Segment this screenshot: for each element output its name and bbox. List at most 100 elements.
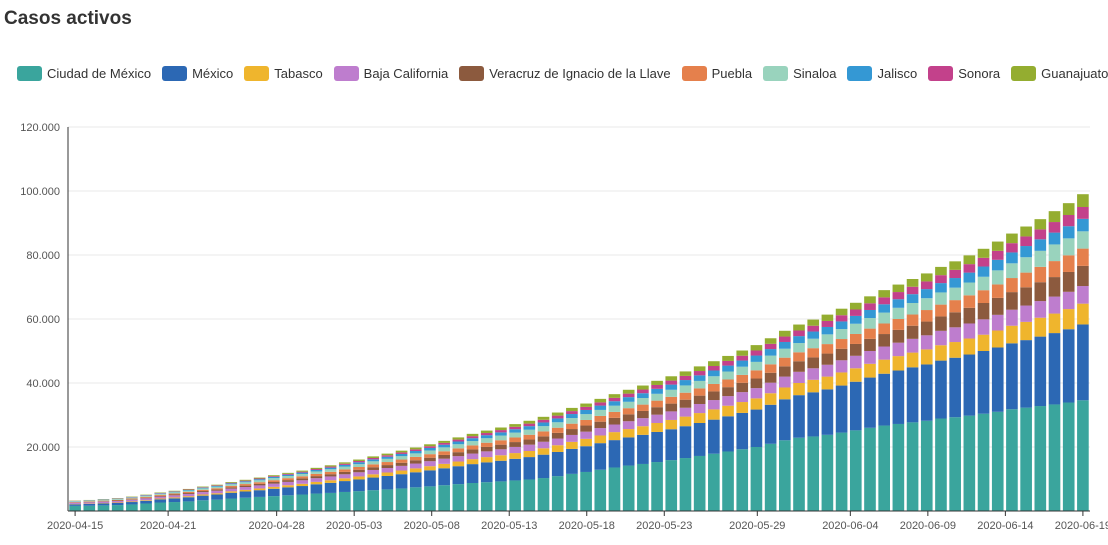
bar-segment-guanajuato[interactable] [367, 456, 379, 458]
bar-segment-ciudad-de-mexico[interactable] [551, 476, 564, 511]
bar-segment-guanajuato[interactable] [211, 484, 223, 486]
bar-segment-tabasco[interactable] [551, 445, 564, 452]
bar-segment-tabasco[interactable] [197, 494, 209, 496]
bar-segment-ciudad-de-mexico[interactable] [779, 440, 791, 511]
bar-segment-ciudad-de-mexico[interactable] [480, 482, 493, 511]
bar-segment-sonora[interactable] [779, 336, 791, 342]
bar-segment-ciudad-de-mexico[interactable] [1048, 404, 1061, 511]
bar-segment-jalisco[interactable] [466, 438, 479, 442]
bar-segment-ciudad-de-mexico[interactable] [239, 497, 252, 511]
bar-segment-sonora[interactable] [409, 449, 422, 451]
bar-segment-baja-california[interactable] [69, 502, 81, 504]
bar-segment-baja-california[interactable] [665, 411, 678, 420]
bar-segment-ciudad-de-mexico[interactable] [807, 436, 820, 511]
bar-segment-tabasco[interactable] [381, 472, 394, 476]
bar-segment-jalisco[interactable] [268, 476, 280, 479]
bar-segment-veracruz-de-ignacio-de-la-llave[interactable] [296, 478, 309, 481]
bar-segment-baja-california[interactable] [211, 490, 223, 494]
bar-segment-guanajuato[interactable] [949, 261, 961, 270]
bar-segment-baja-california[interactable] [480, 451, 493, 458]
bar-segment-puebla[interactable] [1034, 266, 1047, 283]
bar-segment-tabasco[interactable] [693, 413, 706, 423]
bar-segment-mexico[interactable] [722, 416, 734, 452]
bar-segment-puebla[interactable] [353, 467, 365, 470]
bar-segment-tabasco[interactable] [651, 423, 663, 432]
bar-segment-sinaloa[interactable] [963, 282, 976, 296]
bar-segment-veracruz-de-ignacio-de-la-llave[interactable] [509, 442, 521, 447]
bar-segment-guanajuato[interactable] [509, 424, 521, 427]
bar-segment-baja-california[interactable] [608, 424, 621, 433]
bar-segment-mexico[interactable] [353, 479, 365, 492]
bar-segment-guanajuato[interactable] [381, 453, 394, 456]
bar-segment-sinaloa[interactable] [608, 405, 621, 412]
bar-segment-mexico[interactable] [793, 395, 805, 438]
bar-segment-jalisco[interactable] [807, 331, 820, 339]
bar-segment-jalisco[interactable] [892, 299, 905, 308]
bar-segment-jalisco[interactable] [253, 479, 266, 481]
bar-segment-sonora[interactable] [665, 380, 678, 385]
bar-segment-baja-california[interactable] [892, 342, 905, 357]
bar-segment-ciudad-de-mexico[interactable] [1020, 407, 1032, 511]
bar-segment-guanajuato[interactable] [495, 427, 507, 431]
bar-segment-puebla[interactable] [892, 319, 905, 330]
bar-segment-veracruz-de-ignacio-de-la-llave[interactable] [154, 495, 167, 497]
bar-segment-sinaloa[interactable] [580, 414, 592, 420]
bar-segment-mexico[interactable] [1006, 343, 1018, 410]
bar-segment-sinaloa[interactable] [1077, 231, 1089, 249]
bar-segment-sinaloa[interactable] [395, 456, 408, 460]
bar-segment-puebla[interactable] [935, 304, 947, 317]
bar-segment-sinaloa[interactable] [197, 488, 209, 490]
bar-segment-mexico[interactable] [495, 460, 507, 482]
bar-segment-sonora[interactable] [367, 457, 379, 460]
bar-segment-ciudad-de-mexico[interactable] [722, 451, 734, 511]
bar-segment-baja-california[interactable] [409, 463, 422, 469]
bar-segment-puebla[interactable] [97, 500, 110, 502]
bar-segment-ciudad-de-mexico[interactable] [594, 469, 607, 511]
bar-segment-tabasco[interactable] [268, 486, 280, 489]
legend-item-jalisco[interactable]: Jalisco [847, 66, 917, 81]
bar-segment-guanajuato[interactable] [551, 412, 564, 416]
bar-segment-veracruz-de-ignacio-de-la-llave[interactable] [424, 457, 436, 462]
bar-segment-puebla[interactable] [324, 471, 337, 475]
bar-segment-jalisco[interactable] [1006, 252, 1018, 264]
bar-segment-baja-california[interactable] [793, 371, 805, 383]
bar-segment-ciudad-de-mexico[interactable] [83, 505, 96, 511]
bar-segment-tabasco[interactable] [509, 453, 521, 459]
bar-segment-puebla[interactable] [126, 498, 138, 500]
bar-segment-baja-california[interactable] [679, 407, 692, 417]
bar-segment-guanajuato[interactable] [835, 308, 848, 316]
bar-segment-puebla[interactable] [821, 344, 834, 354]
bar-segment-veracruz-de-ignacio-de-la-llave[interactable] [750, 378, 763, 389]
bar-segment-puebla[interactable] [878, 323, 890, 335]
bar-segment-mexico[interactable] [906, 367, 919, 423]
bar-segment-veracruz-de-ignacio-de-la-llave[interactable] [779, 366, 791, 377]
bar-segment-baja-california[interactable] [821, 364, 834, 377]
bar-segment-puebla[interactable] [480, 442, 493, 447]
bar-segment-puebla[interactable] [580, 419, 592, 426]
bar-segment-baja-california[interactable] [693, 403, 706, 414]
bar-segment-sinaloa[interactable] [892, 307, 905, 319]
bar-segment-ciudad-de-mexico[interactable] [253, 496, 266, 511]
bar-segment-sonora[interactable] [764, 343, 777, 350]
bar-segment-ciudad-de-mexico[interactable] [168, 502, 181, 511]
bar-segment-jalisco[interactable] [495, 432, 507, 436]
bar-segment-mexico[interactable] [338, 481, 351, 492]
bar-segment-sinaloa[interactable] [793, 343, 805, 353]
bar-segment-mexico[interactable] [679, 426, 692, 459]
bar-segment-mexico[interactable] [523, 457, 536, 480]
bar-segment-ciudad-de-mexico[interactable] [608, 467, 621, 511]
bar-segment-veracruz-de-ignacio-de-la-llave[interactable] [381, 465, 394, 469]
bar-segment-guanajuato[interactable] [182, 488, 195, 490]
bar-segment-baja-california[interactable] [140, 498, 152, 501]
bar-segment-baja-california[interactable] [651, 414, 663, 423]
bar-segment-baja-california[interactable] [835, 360, 848, 373]
bar-segment-sonora[interactable] [906, 286, 919, 295]
bar-segment-sinaloa[interactable] [509, 432, 521, 438]
bar-segment-guanajuato[interactable] [566, 407, 578, 412]
bar-segment-sinaloa[interactable] [69, 501, 81, 502]
bar-segment-baja-california[interactable] [182, 493, 195, 497]
bar-segment-puebla[interactable] [637, 404, 649, 411]
bar-segment-veracruz-de-ignacio-de-la-llave[interactable] [580, 425, 592, 432]
bar-segment-guanajuato[interactable] [338, 462, 351, 464]
bar-segment-baja-california[interactable] [807, 368, 820, 380]
